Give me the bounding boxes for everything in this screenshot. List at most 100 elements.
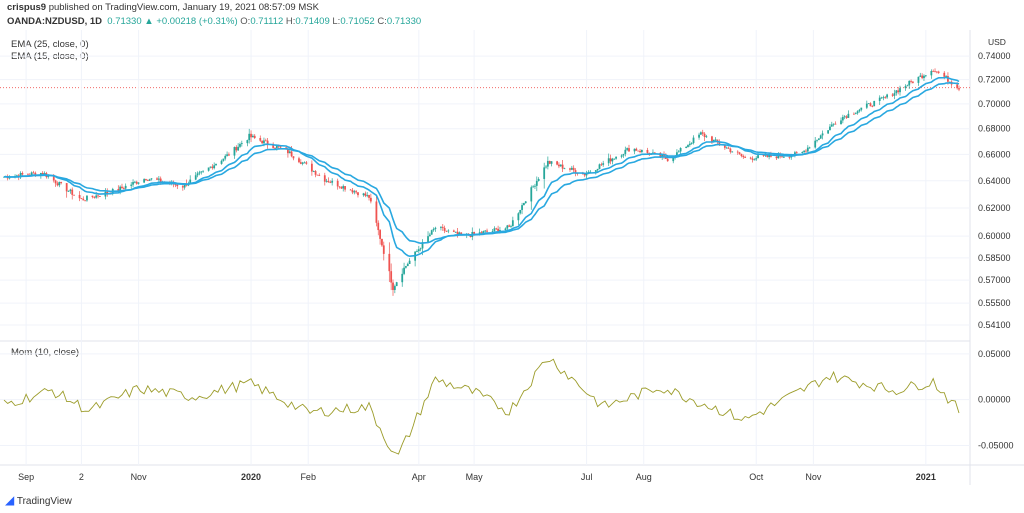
candle-body [275,145,278,148]
candle-body [299,162,302,164]
candle-body [121,186,123,189]
candle-body [65,183,68,192]
candle-body [530,187,533,202]
candle-body [71,189,74,195]
candle-body [692,137,695,144]
candle-body [30,172,33,176]
candle-body [392,282,394,290]
time-tick-label: Nov [805,472,822,482]
candle-body [687,145,689,147]
candle-body [174,184,177,186]
price-tick-label: 0.58500 [978,253,1011,263]
candle-body [292,156,295,159]
candle-body [298,158,300,163]
candle-body [405,266,407,268]
candle-body [325,180,328,182]
candle-body [119,186,122,191]
candle-body [47,176,50,178]
candle-body [288,151,291,154]
candle-body [517,213,520,221]
candle-body [690,143,693,144]
candle-body [390,271,393,283]
candle-body [738,152,741,154]
candle-body [379,230,382,239]
candle-body [393,286,396,290]
candle-body [408,260,411,264]
candle-body [460,232,463,235]
candle-body [41,172,44,175]
candle-body [640,150,643,153]
candle-body [609,158,612,162]
candle-body [742,156,745,158]
candle-body [456,231,459,235]
candle-body [615,156,617,159]
candle-body [491,230,494,232]
candle-body [570,167,573,170]
momentum-legend[interactable]: Mom (10, close) [11,347,80,358]
candle-body [637,150,640,152]
candle-body [287,148,289,154]
candle-body [688,143,691,146]
candle-body [884,97,887,99]
candle-body [806,147,809,152]
candle-body [443,227,446,231]
candle-body [421,242,424,249]
low-label: L: [332,16,341,27]
candle-body [537,178,540,181]
candle-body [19,173,22,178]
candle-body [235,147,238,151]
candle-body [250,133,252,138]
candle-body [908,80,911,86]
price-tick-label: 0.70000 [978,99,1011,109]
candle-body [545,166,547,168]
candle-body [801,152,804,153]
candle-body [766,154,769,157]
candle-body [703,133,706,137]
candle-body [274,147,276,149]
tradingview-logo[interactable]: ◢ TradingView [5,493,72,507]
candle-body [635,148,638,151]
candle-body [639,150,641,153]
candle-body [751,158,754,160]
candle-body [122,188,125,189]
candle-body [534,185,536,187]
candle-body [362,193,365,196]
candle-body [740,153,743,157]
time-tick-label: Nov [131,472,148,482]
candle-body [698,134,700,138]
candle-body [924,75,927,77]
candle-body [327,180,330,183]
momentum-tick-label: 0.05000 [978,349,1011,359]
candle-body [840,120,842,125]
candle-body [775,156,778,159]
candle-body [480,232,483,234]
candle-body [253,135,256,138]
candle-body [194,175,197,180]
candle-body [401,273,404,283]
candle-body [196,173,199,176]
open-value: 0.71112 [250,16,284,27]
candle-body [626,148,629,150]
candle-body [3,176,5,178]
candle-body [382,245,385,254]
candle-body [755,158,758,160]
candle-body [312,171,315,172]
candle-body [594,170,597,172]
candle-body [430,230,433,235]
candle-body [336,180,339,187]
candle-body [725,147,728,149]
candle-body [375,201,378,223]
candle-body [947,76,949,82]
candle-body [906,85,909,87]
candle-body [27,174,29,176]
ema25-legend[interactable]: EMA (25, close, 0) [11,39,89,50]
last-price: 0.71330 [107,16,142,27]
candle-body [95,195,98,198]
candle-body [73,194,75,196]
candle-body [731,151,734,153]
candle-body [331,180,334,183]
candle-body [937,71,940,73]
author-name[interactable]: crispus9 [7,2,47,13]
candle-body [777,153,780,159]
